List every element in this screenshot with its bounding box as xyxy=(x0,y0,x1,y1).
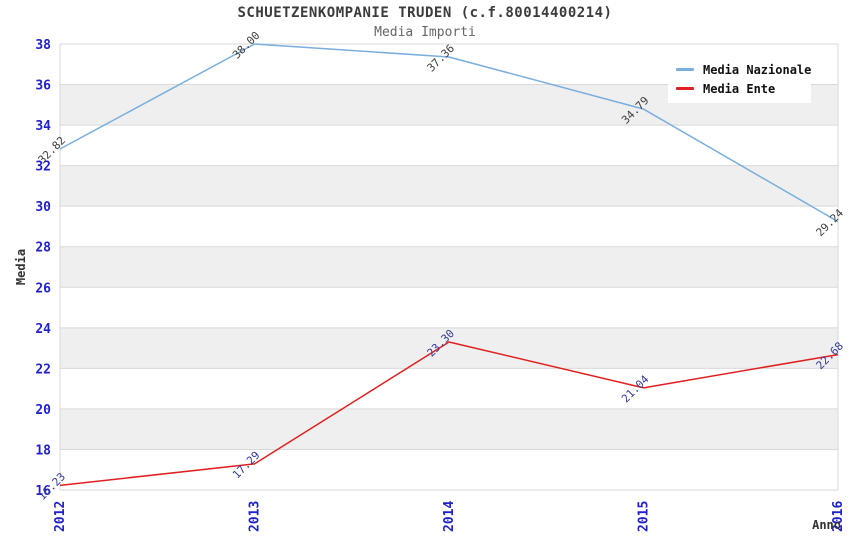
legend-item-nazionale: Media Nazionale xyxy=(676,60,811,79)
legend-label: Media Ente xyxy=(703,81,776,96)
y-tick-label: 34 xyxy=(35,119,51,134)
y-tick-label: 16 xyxy=(35,484,51,499)
x-tick-label: 2013 xyxy=(248,501,263,532)
plot-band xyxy=(60,246,838,288)
y-axis-title: Media xyxy=(14,249,28,285)
y-tick-label: 32 xyxy=(35,160,51,175)
plot-band xyxy=(60,165,838,207)
plot-band xyxy=(60,206,838,247)
x-tick-label: 2012 xyxy=(53,501,68,532)
x-tick-label: 2015 xyxy=(637,501,652,532)
chart-title: SCHUETZENKOMPANIE TRUDEN (c.f.8001440021… xyxy=(237,5,613,21)
chart-subtitle: Media Importi xyxy=(374,25,476,40)
y-tick-label: 26 xyxy=(35,281,51,296)
y-tick-label: 28 xyxy=(35,241,51,256)
x-tick-label: 2016 xyxy=(831,501,846,532)
y-tick-label: 36 xyxy=(35,79,51,94)
plot-band xyxy=(60,327,838,369)
legend-item-ente: Media Ente xyxy=(676,79,811,98)
plot-band xyxy=(60,449,838,490)
x-axis-title: Anno xyxy=(812,518,841,532)
y-tick-label: 18 xyxy=(35,443,51,458)
plot-band xyxy=(60,125,838,166)
plot-band xyxy=(60,408,838,450)
legend-label: Media Nazionale xyxy=(703,62,812,77)
y-tick-label: 30 xyxy=(35,200,51,215)
legend-line-swatch-blue xyxy=(676,68,694,71)
y-tick-label: 22 xyxy=(35,362,51,377)
plot-band xyxy=(60,287,838,328)
x-tick-label: 2014 xyxy=(442,501,457,532)
y-tick-label: 24 xyxy=(35,322,51,337)
y-tick-label: 20 xyxy=(35,403,51,418)
legend-line-swatch-red xyxy=(676,87,694,90)
plot-band xyxy=(60,368,838,409)
series-line xyxy=(59,341,839,487)
y-tick-label: 38 xyxy=(35,38,51,53)
legend-box: Media Nazionale Media Ente xyxy=(668,55,811,103)
series-line xyxy=(59,43,839,223)
